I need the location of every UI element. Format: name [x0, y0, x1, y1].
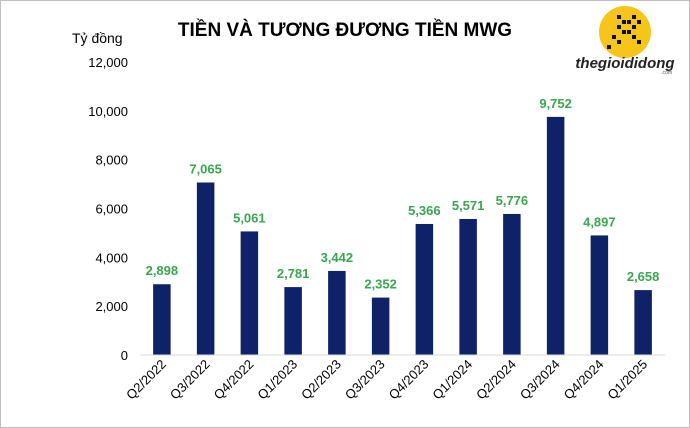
- x-tick-label: Q1/2024: [429, 357, 475, 403]
- y-tick-label: 4,000: [95, 250, 128, 265]
- x-tick-label: Q1/2025: [604, 357, 650, 403]
- data-label: 5,366: [408, 203, 441, 218]
- bar-Q4-2023[interactable]: [415, 223, 434, 355]
- bar-Q2-2023[interactable]: [328, 270, 346, 355]
- chart-title: TIỀN VÀ TƯƠNG ĐƯƠNG TIỀN MWG: [178, 19, 512, 41]
- x-tick-label: Q3/2023: [342, 357, 388, 403]
- data-labels: 2,898 7,065 5,061 2,781 3,442 2,352 5,366 5,571…: [146, 96, 660, 292]
- data-label: 2,658: [627, 269, 660, 284]
- data-label: 5,061: [233, 210, 266, 225]
- y-tick-label: 2,000: [95, 299, 128, 314]
- bar-Q2-2024[interactable]: [503, 213, 521, 355]
- x-tick-label: Q2/2022: [123, 357, 169, 403]
- data-label: 7,065: [189, 161, 222, 176]
- running-man-icon: [607, 15, 641, 49]
- data-label: 2,898: [146, 263, 179, 278]
- x-tick-label: Q1/2023: [254, 357, 300, 403]
- data-label: 4,897: [583, 214, 616, 229]
- bar-Q1-2024[interactable]: [459, 218, 477, 355]
- bar-Q3-2024[interactable]: [546, 116, 565, 355]
- y-tick-label: 10,000: [88, 104, 128, 119]
- y-tick-label: 0: [121, 348, 128, 363]
- bar-Q3-2022[interactable]: [196, 182, 215, 355]
- x-tick-label: Q4/2024: [561, 357, 607, 403]
- logo: thegioididong .com: [575, 6, 675, 76]
- y-axis-ticks: 0 2,000 4,000 6,000 8,000 10,000 12,000: [88, 55, 128, 363]
- data-label: 3,442: [321, 250, 354, 265]
- x-tick-label: Q3/2024: [517, 357, 563, 403]
- data-label: 2,781: [277, 266, 310, 281]
- x-tick-label: Q2/2024: [473, 357, 519, 403]
- bar-Q3-2023[interactable]: [371, 297, 390, 355]
- y-tick-label: 8,000: [95, 153, 128, 168]
- logo-text: thegioididong: [575, 55, 674, 72]
- data-label: 2,352: [364, 277, 397, 292]
- x-tick-label: Q4/2023: [386, 357, 432, 403]
- data-label: 5,776: [496, 193, 529, 208]
- bar-Q1-2025[interactable]: [634, 290, 652, 355]
- y-axis-label: Tỷ đồng: [72, 30, 123, 46]
- bars: [153, 116, 652, 355]
- bar-Q2-2022[interactable]: [153, 284, 171, 355]
- logo-subtext: .com: [661, 70, 672, 76]
- bar-Q4-2022[interactable]: [240, 231, 259, 355]
- y-tick-label: 6,000: [95, 202, 128, 217]
- x-tick-label: Q3/2022: [167, 357, 213, 403]
- x-tick-label: Q4/2022: [211, 357, 257, 403]
- data-label: 5,571: [452, 198, 485, 213]
- y-tick-label: 12,000: [88, 55, 128, 70]
- data-label: 9,752: [539, 96, 572, 111]
- x-tick-label: Q2/2023: [298, 357, 344, 403]
- bar-Q4-2024[interactable]: [590, 235, 609, 355]
- bar-Q1-2023[interactable]: [284, 287, 302, 355]
- x-axis-ticks: Q2/2022Q3/2022Q4/2022Q1/2023Q2/2023Q3/20…: [123, 357, 650, 403]
